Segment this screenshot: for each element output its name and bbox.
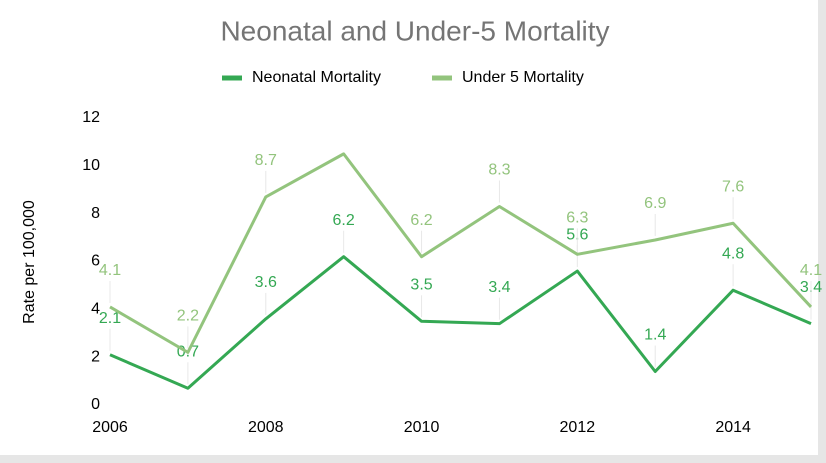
- y-axis-label: Rate per 100,000: [21, 200, 38, 324]
- x-tick-label: 2006: [92, 419, 128, 436]
- data-label: 8.7: [255, 152, 277, 169]
- data-label: 1.4: [644, 327, 666, 344]
- data-label: 2.1: [99, 310, 121, 327]
- y-tick-label: 4: [91, 301, 100, 318]
- x-tick-label: 2010: [404, 419, 440, 436]
- chart-title: Neonatal and Under-5 Mortality: [220, 15, 609, 46]
- data-label: 4.1: [800, 262, 822, 279]
- x-tick-label: 2012: [560, 419, 596, 436]
- series-line: [109, 255, 812, 390]
- y-tick-label: 8: [91, 205, 100, 222]
- data-label: 4.8: [722, 245, 744, 262]
- legend-label: Neonatal Mortality: [252, 69, 381, 86]
- data-label: 6.2: [410, 212, 432, 229]
- series-line: [109, 152, 813, 354]
- data-label: 7.6: [722, 178, 744, 195]
- y-tick-label: 10: [82, 157, 100, 174]
- x-tick-label: 2008: [248, 419, 284, 436]
- background: [0, 0, 818, 455]
- y-tick-label: 2: [91, 348, 100, 365]
- data-label: 3.5: [410, 277, 432, 294]
- x-tick-label: 2014: [715, 419, 751, 436]
- data-label: 8.3: [488, 162, 510, 179]
- legend-label: Under 5 Mortality: [462, 69, 584, 86]
- y-tick-label: 12: [82, 109, 100, 126]
- y-tick-label: 0: [91, 396, 100, 413]
- data-label: 6.2: [333, 212, 355, 229]
- data-label: 6.9: [644, 195, 666, 212]
- data-label: 2.2: [177, 308, 199, 325]
- y-tick-label: 6: [91, 253, 100, 270]
- data-label: 4.1: [99, 262, 121, 279]
- data-label: 3.4: [488, 279, 510, 296]
- data-label: 3.6: [255, 274, 277, 291]
- data-label: 6.3: [566, 210, 588, 227]
